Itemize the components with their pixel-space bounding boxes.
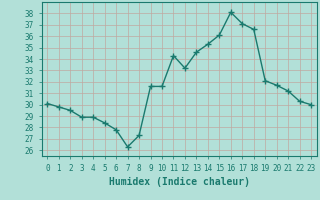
X-axis label: Humidex (Indice chaleur): Humidex (Indice chaleur) bbox=[109, 177, 250, 187]
